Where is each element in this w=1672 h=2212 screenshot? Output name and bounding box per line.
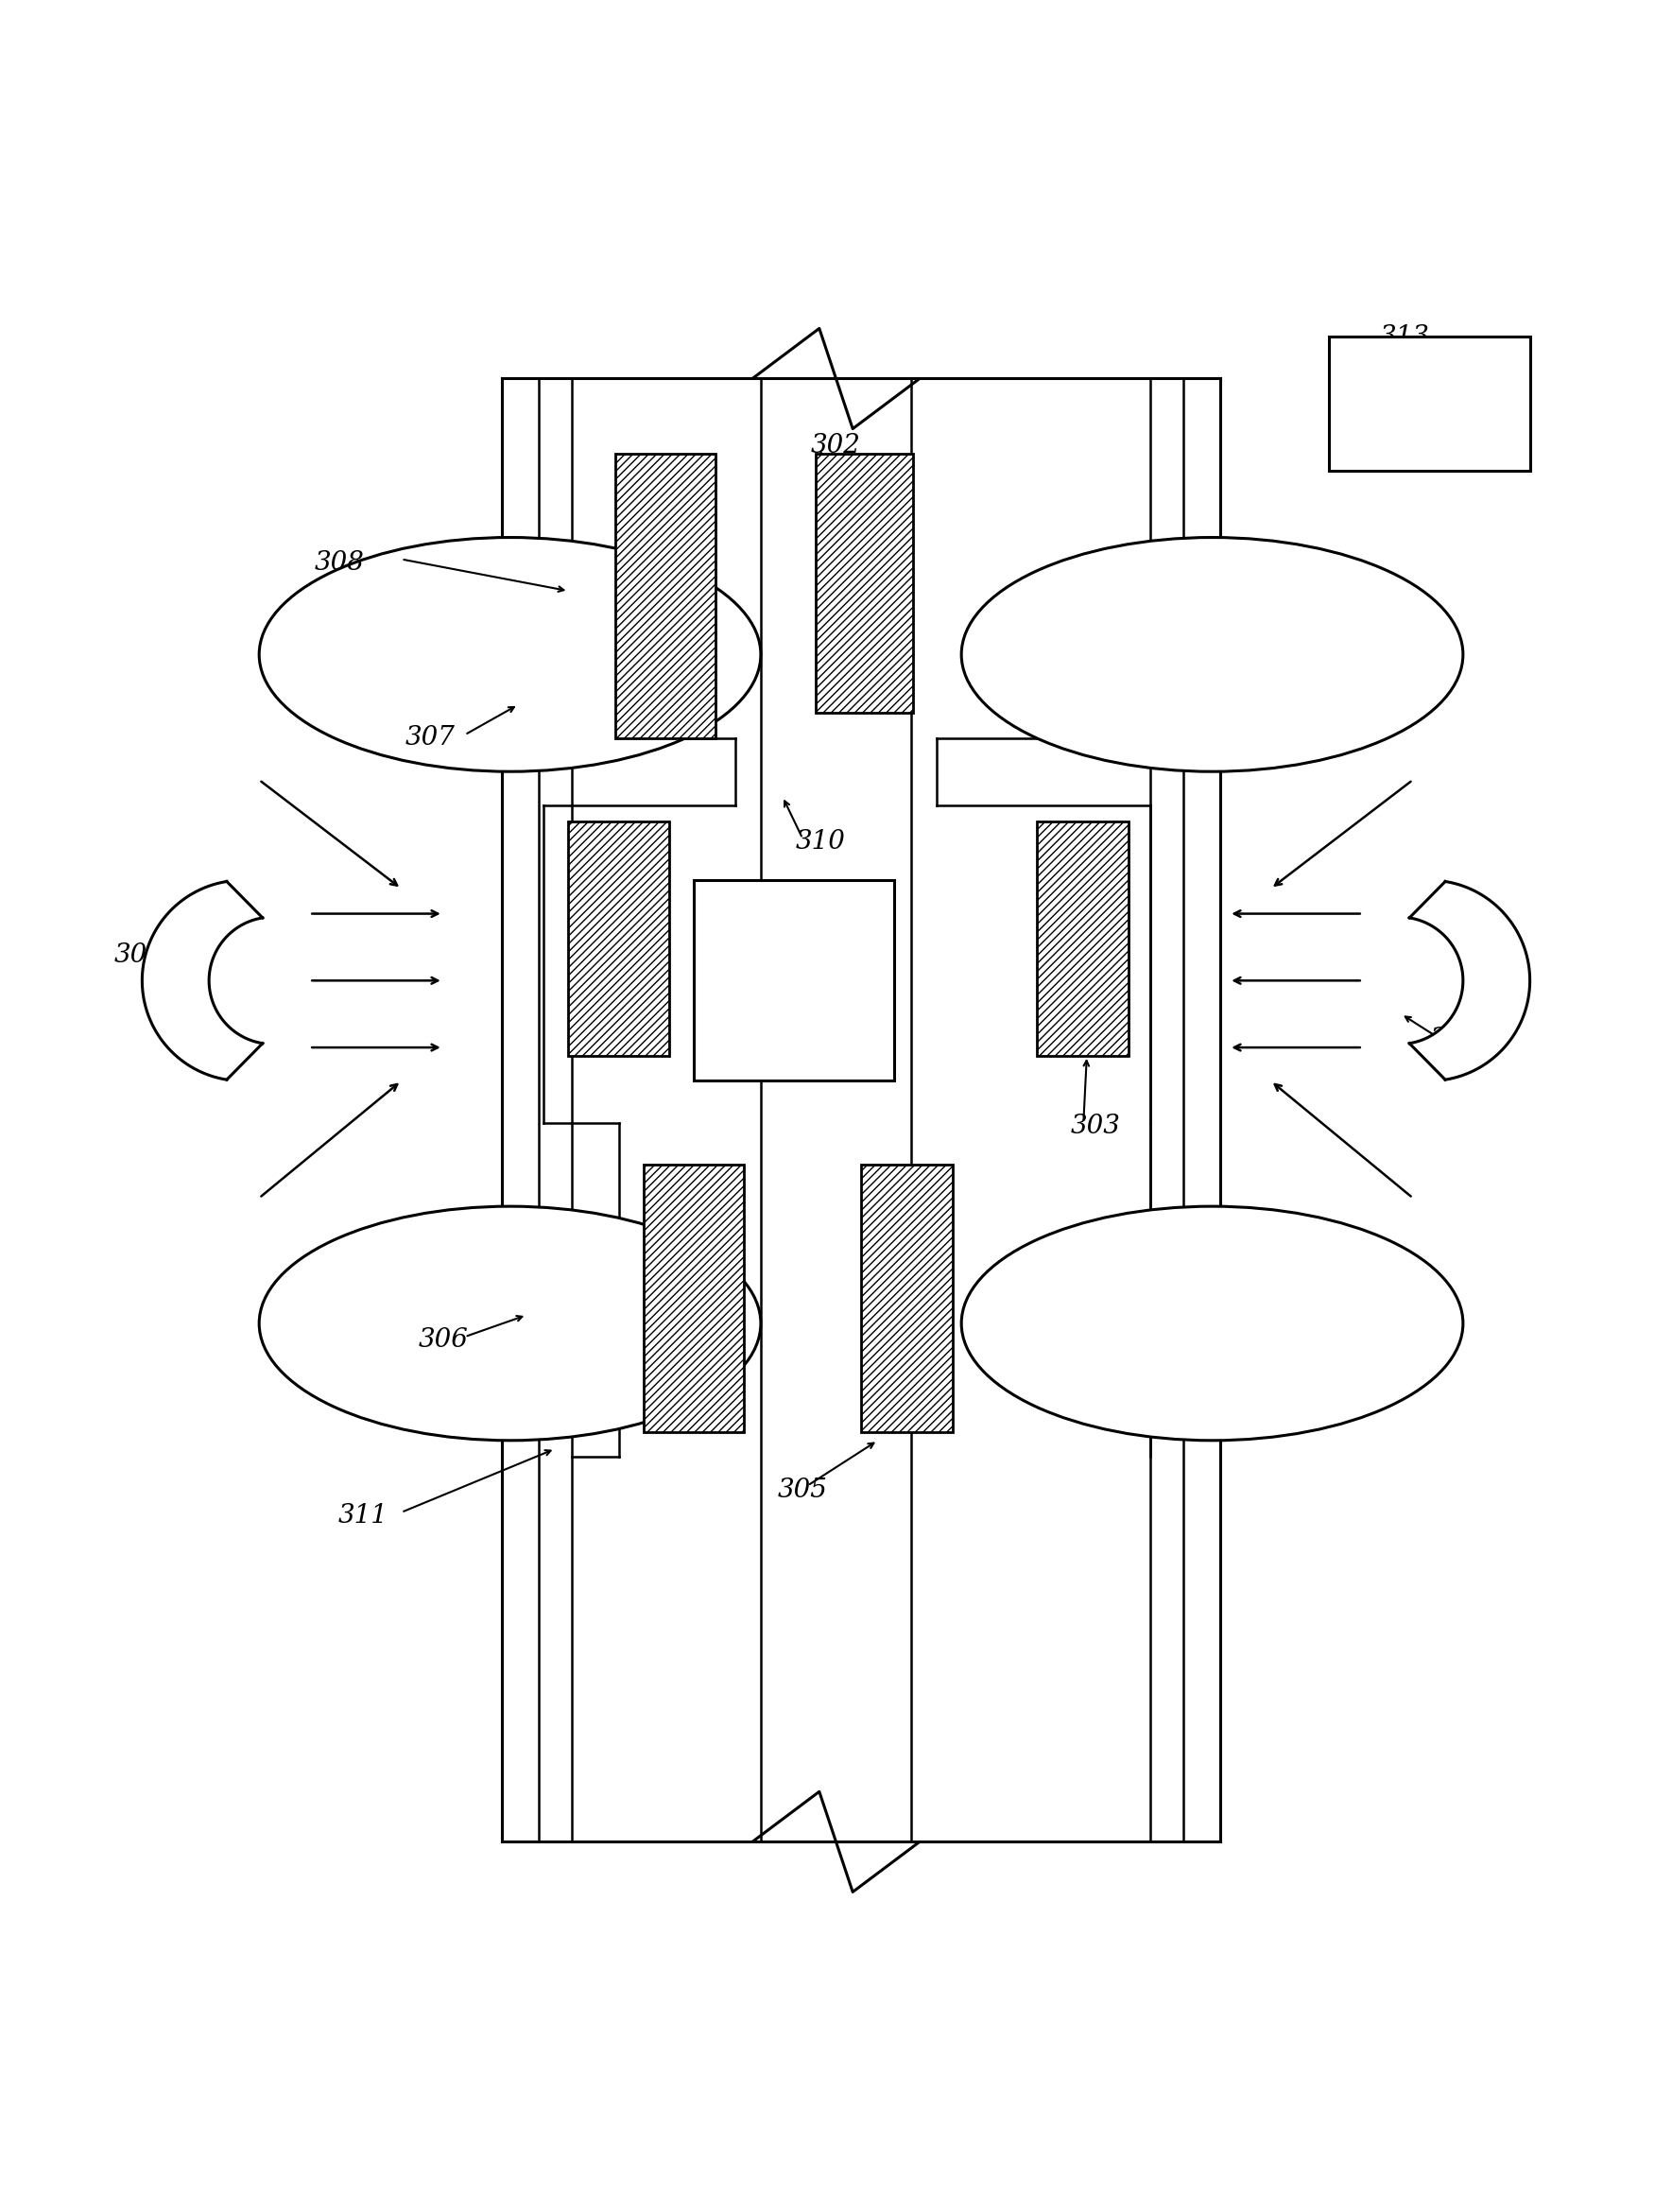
Polygon shape xyxy=(142,883,263,1079)
Text: 310: 310 xyxy=(796,830,846,854)
Bar xyxy=(615,453,716,739)
Text: 305: 305 xyxy=(777,1478,828,1504)
Bar xyxy=(816,453,913,712)
Bar xyxy=(568,821,669,1055)
Text: 308: 308 xyxy=(314,551,364,575)
Text: 312: 312 xyxy=(699,993,749,1018)
Text: 307: 307 xyxy=(405,726,455,750)
Text: 311: 311 xyxy=(338,1502,388,1528)
Bar xyxy=(694,880,895,1082)
Bar xyxy=(644,1164,744,1431)
Text: 303: 303 xyxy=(1070,1113,1120,1139)
Bar xyxy=(1329,336,1530,471)
Ellipse shape xyxy=(961,538,1463,772)
Text: 313: 313 xyxy=(1379,323,1430,349)
Text: 306: 306 xyxy=(418,1327,468,1354)
Text: 309: 309 xyxy=(114,942,164,969)
Polygon shape xyxy=(1409,883,1530,1079)
Bar xyxy=(1037,821,1129,1055)
Ellipse shape xyxy=(259,538,761,772)
Ellipse shape xyxy=(259,1206,761,1440)
Ellipse shape xyxy=(961,1206,1463,1440)
Bar xyxy=(861,1164,953,1431)
Text: 304: 304 xyxy=(1430,1026,1480,1053)
Text: 302: 302 xyxy=(811,434,861,458)
